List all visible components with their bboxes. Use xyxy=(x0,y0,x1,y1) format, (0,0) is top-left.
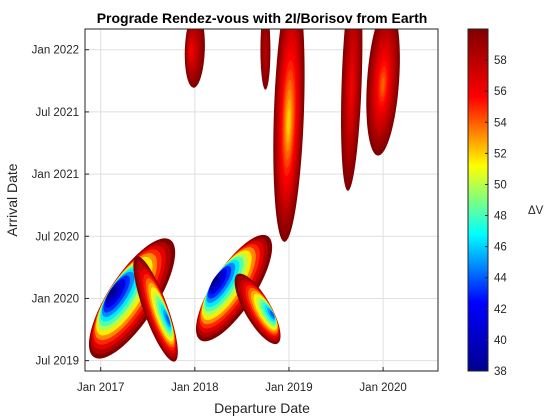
y-axis-label: Arrival Date xyxy=(4,163,20,236)
contour-level xyxy=(269,310,275,318)
x-axis-label: Departure Date xyxy=(214,400,310,416)
colorbar-tick-label: 58 xyxy=(494,55,507,67)
region-spike-3 xyxy=(273,29,305,242)
region-low-dv-lobe-2 xyxy=(195,234,273,342)
x-tick-label: Jan 2020 xyxy=(359,382,406,394)
x-tick-label: Jan 2018 xyxy=(171,382,218,394)
region-spike-2 xyxy=(260,29,271,90)
colorbar-tick-label: 40 xyxy=(494,335,507,347)
y-tick-label: Jul 2020 xyxy=(36,231,79,243)
contour-level xyxy=(107,286,117,299)
colorbar-tick-label: 38 xyxy=(494,366,507,378)
contour-level xyxy=(264,49,267,58)
contour-level xyxy=(211,275,219,286)
y-tick-label: Jan 2020 xyxy=(32,293,79,305)
y-tick-label: Jan 2021 xyxy=(32,169,79,181)
colorbar-tick-label: 52 xyxy=(494,148,507,160)
region-spike-5 xyxy=(366,29,400,156)
colorbar-tick-label: 42 xyxy=(494,304,507,316)
contour-level xyxy=(287,108,291,135)
colorbar-label: ΔV xyxy=(528,205,544,217)
x-axis: Jan 2017 Jan 2018 Jan 2019 Jan 2020 xyxy=(77,367,407,394)
colorbar-tick-label: 56 xyxy=(494,86,507,98)
y-tick-label: Jan 2022 xyxy=(32,45,79,57)
contour-level xyxy=(381,77,385,93)
colorbar-tick-label: 46 xyxy=(494,242,507,254)
contour-level xyxy=(165,313,171,325)
y-axis: Jul 2019 Jan 2020 Jul 2020 Jan 2021 Jul 2021… xyxy=(32,45,89,368)
region-low-dv-lobe-1b xyxy=(133,256,178,362)
dv-regions xyxy=(88,29,400,362)
y-tick-label: Jul 2021 xyxy=(36,107,79,119)
y-tick-label: Jul 2019 xyxy=(36,356,79,368)
colorbar-tick-label: 44 xyxy=(494,273,507,285)
colorbar-axis: 38 40 42 44 46 48 50 52 54 56 58 xyxy=(485,55,507,378)
colorbar xyxy=(467,28,489,372)
contour-level xyxy=(350,77,353,100)
x-tick-label: Jan 2019 xyxy=(265,382,312,394)
plot-frame xyxy=(84,28,439,372)
contour-level xyxy=(189,47,192,56)
region-spike-4 xyxy=(341,29,363,191)
colorbar-tick-label: 48 xyxy=(494,211,507,223)
region-low-dv-lobe-2b xyxy=(234,273,281,345)
colorbar-tick-label: 54 xyxy=(494,117,507,129)
chart-title: Prograde Rendez-vous with 2I/Borisov fro… xyxy=(97,10,428,26)
region-spike-1 xyxy=(184,29,205,88)
colorbar-tick-label: 50 xyxy=(494,179,507,191)
x-tick-label: Jan 2017 xyxy=(77,382,124,394)
